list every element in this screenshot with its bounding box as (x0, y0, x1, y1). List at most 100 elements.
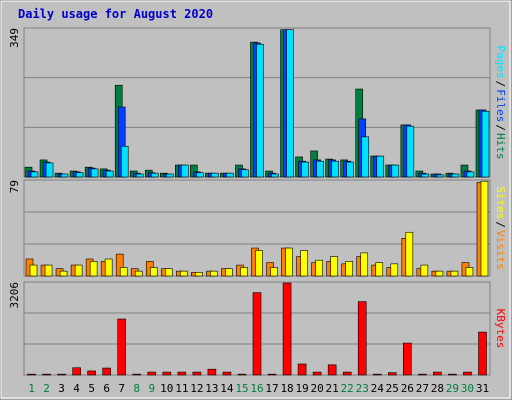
bar (147, 371, 157, 376)
bar (267, 373, 277, 376)
legend-entry: Hits (494, 133, 507, 160)
bar (135, 173, 144, 178)
bar (375, 262, 384, 277)
bar (312, 371, 322, 376)
bar (465, 267, 474, 277)
bar (119, 267, 128, 277)
x-tick-label: 19 (295, 382, 308, 395)
x-tick-label: 4 (73, 382, 80, 395)
bar (60, 173, 69, 178)
x-tick-label: 8 (133, 382, 140, 395)
x-tick-label: 23 (356, 382, 369, 395)
bar (210, 270, 218, 277)
bar (195, 272, 203, 277)
bar (252, 292, 262, 376)
bar (134, 270, 143, 277)
bar (361, 136, 370, 178)
bar (162, 371, 172, 376)
x-tick-label: 30 (461, 382, 474, 395)
bar (346, 161, 354, 178)
legend-entry: Visits (494, 230, 507, 270)
bar (300, 250, 308, 277)
legend: KBytes (494, 309, 507, 349)
bar (180, 270, 188, 277)
bar (286, 29, 294, 178)
y-tick-label: 3206 (8, 282, 21, 309)
bar (90, 168, 99, 178)
bar (102, 367, 111, 376)
bar (330, 256, 338, 277)
bar (451, 173, 460, 178)
bar (270, 267, 278, 277)
bar (327, 364, 337, 376)
bar (166, 173, 174, 178)
legend: Pages/Files/Hits (494, 46, 507, 160)
bar (436, 174, 445, 178)
bar (372, 373, 382, 376)
x-tick-label: 18 (280, 382, 293, 395)
x-tick-label: 17 (265, 382, 278, 395)
bar (192, 371, 202, 376)
legend-separator: / (494, 221, 507, 228)
bar (237, 373, 247, 376)
bar (150, 172, 159, 178)
bar (342, 371, 352, 376)
x-tick-label: 15 (235, 382, 248, 395)
x-tick-label: 5 (88, 382, 95, 395)
x-tick-label: 29 (446, 382, 459, 395)
bar (420, 264, 429, 277)
bar (448, 373, 457, 376)
bar (478, 331, 487, 376)
bar (87, 370, 96, 376)
x-tick-label: 27 (416, 382, 429, 395)
x-tick-label: 2 (43, 382, 50, 395)
bar (241, 169, 249, 178)
x-tick-label: 16 (250, 382, 263, 395)
bar (211, 172, 219, 178)
legend-separator: / (494, 81, 507, 88)
bar (297, 363, 307, 376)
y-tick-label: 349 (8, 28, 21, 48)
x-tick-label: 31 (476, 382, 489, 395)
bar (256, 43, 264, 178)
bar (27, 373, 36, 376)
bar (117, 318, 127, 376)
x-tick-label: 7 (118, 382, 125, 395)
x-tick-label: 20 (311, 382, 324, 395)
bar (72, 367, 81, 376)
bar (285, 247, 293, 277)
bar (421, 173, 430, 178)
bar (331, 160, 339, 178)
bar (345, 261, 353, 277)
x-tick-label: 25 (386, 382, 399, 395)
bar (89, 261, 98, 277)
bar (480, 180, 489, 277)
bar (376, 155, 385, 178)
bar (301, 161, 309, 178)
bar (463, 371, 472, 376)
bar (450, 270, 459, 277)
bar (177, 371, 187, 376)
bar (435, 270, 444, 277)
bar (222, 371, 232, 376)
legend-separator: / (494, 124, 507, 131)
legend: Sites / Visits (494, 186, 507, 270)
bar (42, 373, 51, 376)
x-tick-label: 28 (431, 382, 444, 395)
bar (357, 301, 367, 376)
x-tick-label: 1 (28, 382, 35, 395)
bar (45, 162, 54, 178)
x-tick-label: 14 (220, 382, 234, 395)
bar (132, 373, 142, 376)
bar (391, 164, 400, 178)
bar (75, 172, 84, 178)
legend-entry: Pages (494, 46, 507, 79)
x-tick-label: 13 (205, 382, 218, 395)
x-tick-label: 6 (103, 382, 110, 395)
bar (255, 250, 263, 277)
x-tick-label: 24 (371, 382, 385, 395)
legend-entry: KBytes (494, 309, 507, 349)
x-tick-label: 12 (190, 382, 203, 395)
